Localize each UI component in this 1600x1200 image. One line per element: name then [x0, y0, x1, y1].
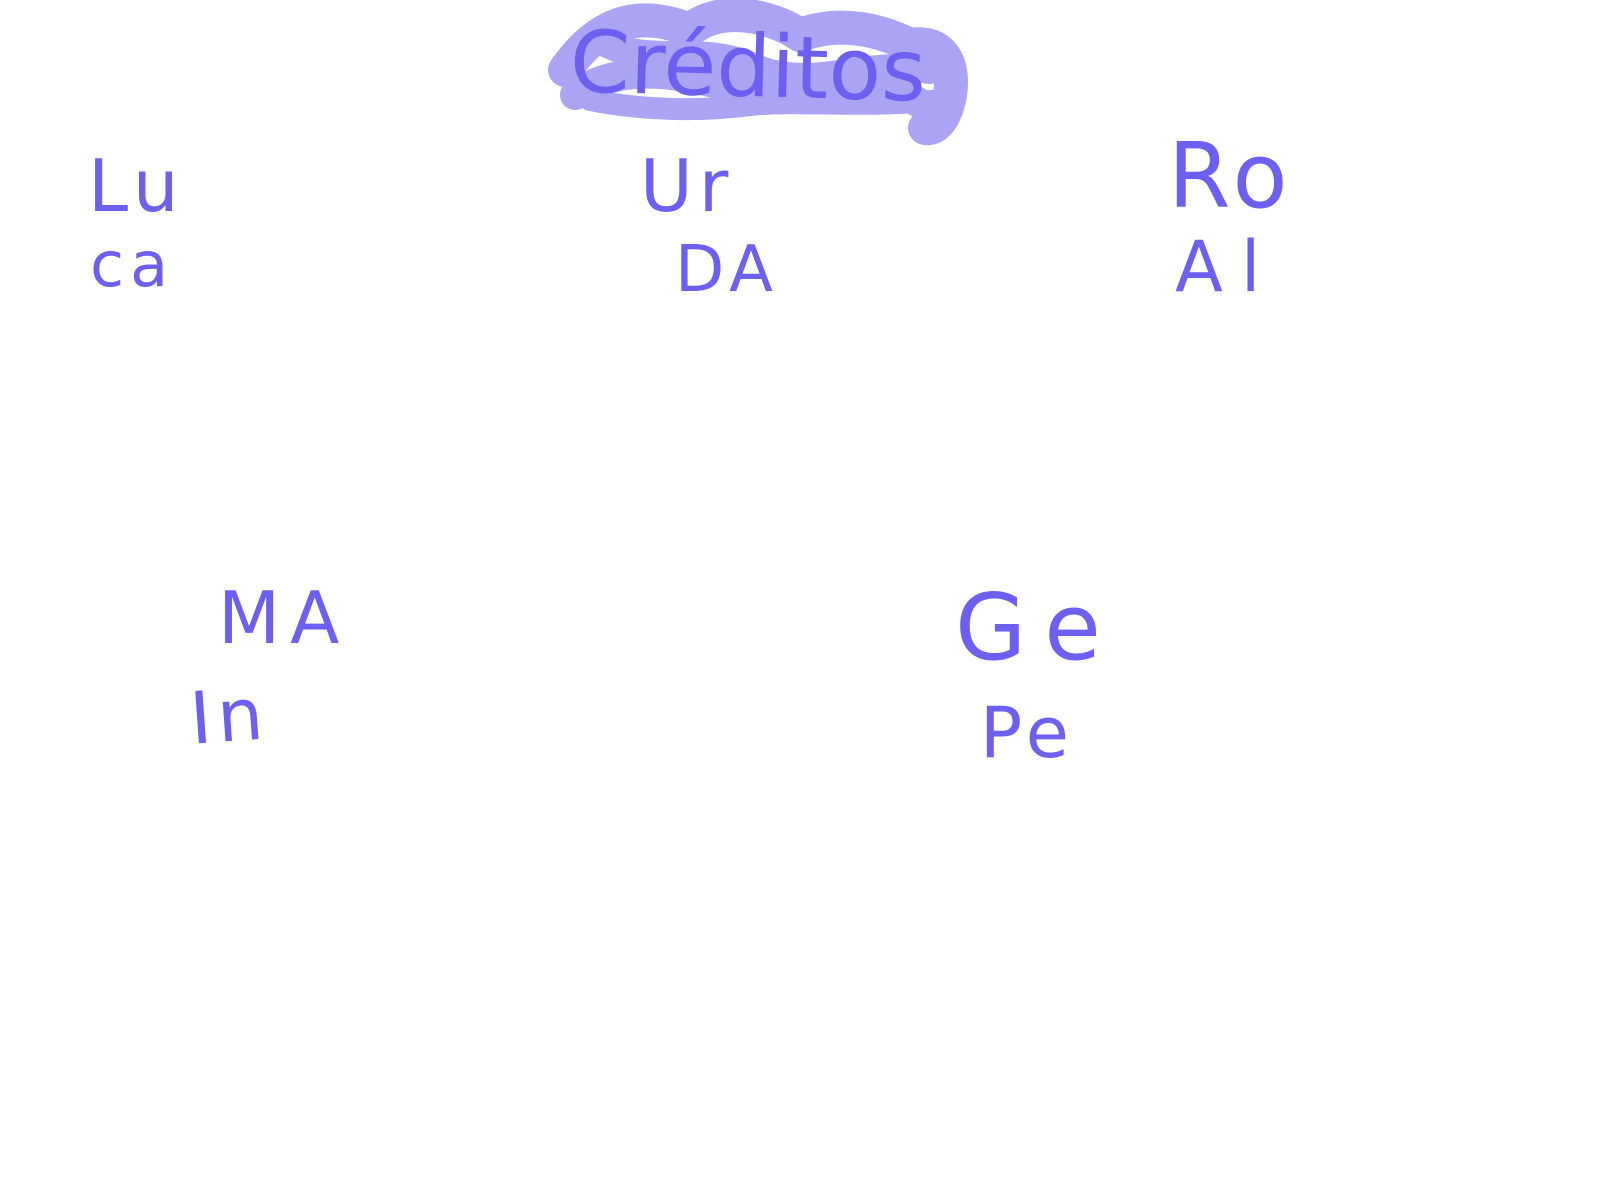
credit-group-3-line1: Ro [1168, 124, 1294, 229]
credit-group-2-line1: Ur [640, 144, 735, 228]
credit-group-4-line2: In [187, 671, 272, 761]
credit-group-2-line2: DA [675, 233, 779, 307]
credits-title: Créditos [568, 12, 928, 122]
credit-group-1-line2: ca [90, 228, 175, 301]
credit-group-1-line1: Lu [88, 144, 185, 228]
credit-group-5-line1: Ge [955, 574, 1119, 681]
credit-group-3-line2: Al [1175, 226, 1279, 308]
credit-group-4-line1: MA [218, 576, 350, 660]
credit-group-5-line2: Pe [980, 692, 1075, 774]
